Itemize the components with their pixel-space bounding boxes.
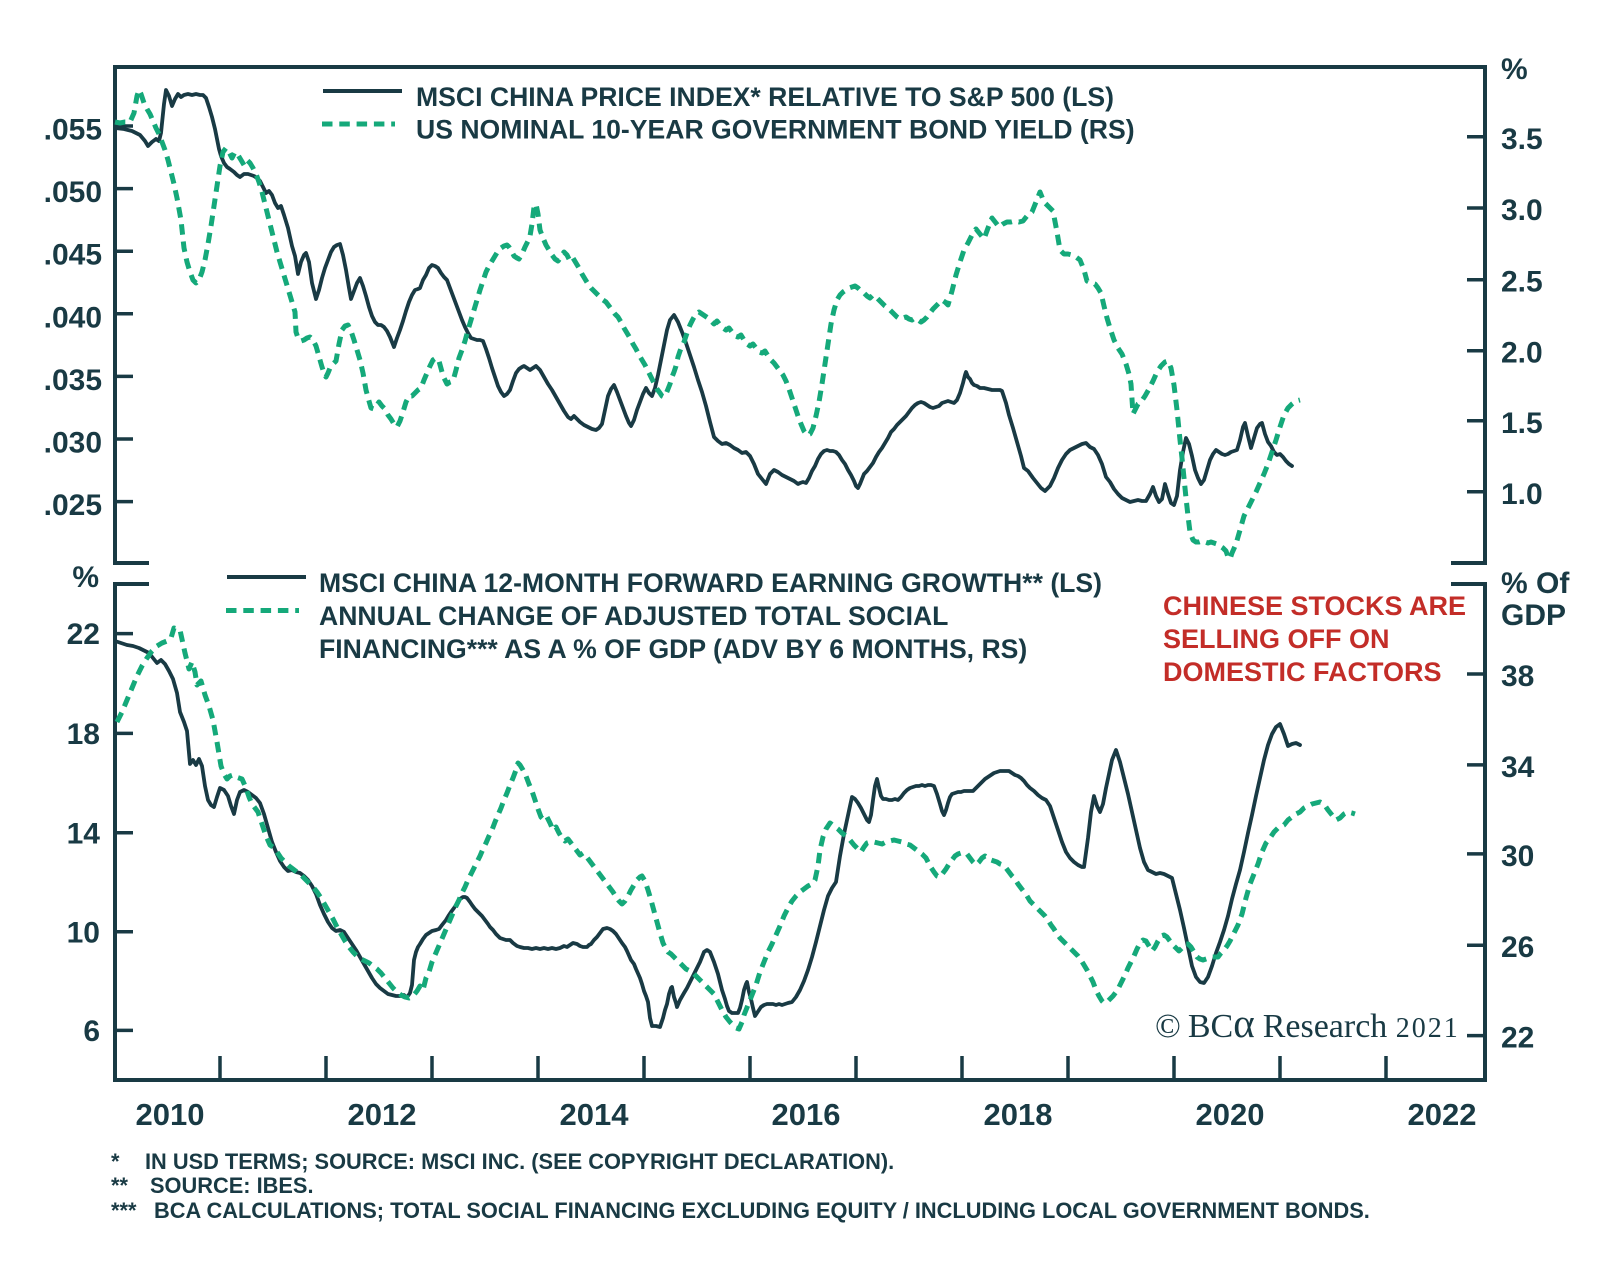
svg-text:2016: 2016 [772,1097,841,1132]
svg-text:14: 14 [67,817,101,850]
svg-text:2.5: 2.5 [1501,266,1543,299]
svg-text:GDP: GDP [1501,599,1566,632]
svg-text:SOURCE: IBES.: SOURCE: IBES. [150,1173,314,1198]
svg-text:DOMESTIC FACTORS: DOMESTIC FACTORS [1163,657,1442,687]
svg-text:2020: 2020 [1196,1097,1265,1132]
svg-text:%: % [72,561,99,594]
svg-text:1.5: 1.5 [1501,407,1543,440]
svg-text:% Of: % Of [1501,567,1570,600]
svg-text:.055: .055 [44,114,102,147]
svg-text:.035: .035 [44,364,102,397]
svg-text:IN USD TERMS; SOURCE: MSCI INC: IN USD TERMS; SOURCE: MSCI INC. (SEE COP… [145,1149,894,1174]
svg-text:FINANCING*** AS A % OF GDP (AD: FINANCING*** AS A % OF GDP (ADV BY 6 MON… [319,634,1027,664]
svg-text:3.5: 3.5 [1501,123,1543,156]
svg-text:MSCI CHINA PRICE INDEX* RELATI: MSCI CHINA PRICE INDEX* RELATIVE TO S&P … [416,82,1114,112]
svg-text:.045: .045 [44,239,102,272]
svg-text:*: * [111,1149,120,1174]
svg-text:2012: 2012 [348,1097,417,1132]
svg-text:***: *** [111,1198,137,1223]
svg-text:2014: 2014 [560,1097,630,1132]
svg-text:38: 38 [1501,660,1534,693]
svg-text:10: 10 [67,916,100,949]
svg-text:%: % [1501,53,1528,86]
svg-text:18: 18 [67,718,100,751]
svg-text:22: 22 [67,618,100,651]
svg-text:SELLING OFF ON: SELLING OFF ON [1163,624,1390,654]
svg-text:.040: .040 [44,301,102,334]
svg-text:CHINESE STOCKS ARE: CHINESE STOCKS ARE [1163,591,1466,621]
svg-text:2010: 2010 [136,1097,205,1132]
svg-text:.025: .025 [44,489,102,522]
svg-text:BCA CALCULATIONS; TOTAL SOCIAL: BCA CALCULATIONS; TOTAL SOCIAL FINANCING… [154,1198,1370,1223]
svg-text:30: 30 [1501,840,1534,873]
svg-text:6: 6 [83,1015,100,1048]
svg-text:.030: .030 [44,427,102,460]
svg-text:2022: 2022 [1408,1097,1477,1132]
svg-text:2.0: 2.0 [1501,337,1543,370]
svg-text:34: 34 [1501,751,1535,784]
svg-text:MSCI CHINA 12-MONTH FORWARD EA: MSCI CHINA 12-MONTH FORWARD EARNING GROW… [319,568,1102,598]
svg-text:3.0: 3.0 [1501,194,1543,227]
svg-text:26: 26 [1501,931,1534,964]
svg-text:**: ** [111,1173,128,1198]
svg-text:US NOMINAL 10-YEAR GOVERNMENT: US NOMINAL 10-YEAR GOVERNMENT BOND YIELD… [416,115,1135,145]
svg-text:ANNUAL CHANGE OF ADJUSTED TOTA: ANNUAL CHANGE OF ADJUSTED TOTAL SOCIAL [319,601,948,631]
svg-text:2018: 2018 [984,1097,1053,1132]
svg-text:1.0: 1.0 [1501,478,1543,511]
svg-text:22: 22 [1501,1022,1534,1055]
svg-text:.050: .050 [44,176,102,209]
